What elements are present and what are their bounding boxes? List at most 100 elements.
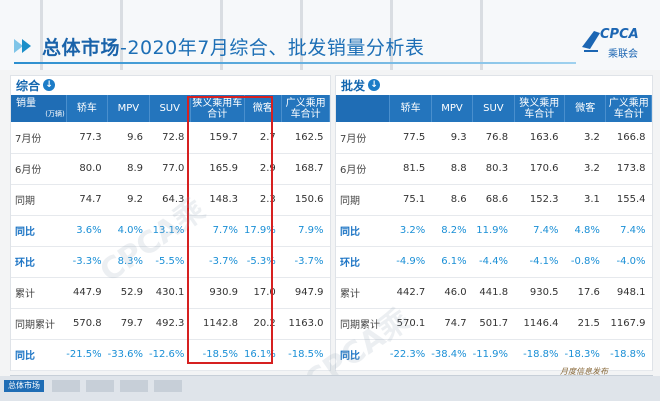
table-cell: 170.6 xyxy=(514,153,565,185)
header-stripe xyxy=(220,0,223,70)
table-cell: 1163.0 xyxy=(281,308,330,340)
section-label: 批发 xyxy=(341,78,366,93)
down-arrow-icon[interactable]: ↓ xyxy=(43,79,56,91)
table-cell: 80.3 xyxy=(472,153,515,185)
table-cell: 7.4% xyxy=(514,215,565,247)
logo-subtext: 乘联会 xyxy=(608,49,638,60)
table-cell: 8.3% xyxy=(107,246,150,278)
table-cell: -4.1% xyxy=(514,246,565,278)
table-row: 6月份 80.0 8.9 77.0 165.9 2.9 168.7 xyxy=(11,153,330,185)
table-row: 6月份 81.5 8.8 80.3 170.6 3.2 173.8 xyxy=(336,153,652,185)
row-label: 同比 xyxy=(336,339,390,371)
table-cell: -21.5% xyxy=(66,339,108,371)
table-cell: 159.7 xyxy=(190,122,244,154)
table-cell: 16.1% xyxy=(244,339,282,371)
table-header-row: 轿车 MPV SUV 狭义乘用车合计 微客 广义乘用车合计 xyxy=(336,95,652,122)
tab[interactable] xyxy=(120,380,148,392)
column-header: 狭义乘用车合计 xyxy=(514,95,566,122)
table-cell: 80.0 xyxy=(66,153,108,185)
column-header: SUV xyxy=(472,95,515,122)
header-stripe xyxy=(480,0,483,70)
table-cell: 20.2 xyxy=(244,308,282,340)
table-row: 同比 -21.5% -33.6% -12.6% -18.5% 16.1% -18.5% xyxy=(11,339,330,371)
header-cell-metric xyxy=(336,95,391,122)
table-cell: 162.5 xyxy=(281,122,330,154)
table-cell: 2.9 xyxy=(244,153,282,185)
table-cell: 75.1 xyxy=(389,184,432,216)
table-cell: 948.1 xyxy=(605,277,652,309)
table-cell: 3.2% xyxy=(389,215,432,247)
table-cell: 447.9 xyxy=(66,277,108,309)
table-cell: 442.7 xyxy=(389,277,432,309)
table-cell: -18.3% xyxy=(564,339,606,371)
table-cell: 81.5 xyxy=(389,153,432,185)
header-cell-metric: 销量 (万辆) xyxy=(11,95,67,122)
table-row: 同期 75.1 8.6 68.6 152.3 3.1 155.4 xyxy=(336,184,652,216)
footer-note: 月度信息发布 xyxy=(560,367,608,376)
table-cell: 8.2% xyxy=(431,215,473,247)
header-stripe xyxy=(300,0,303,70)
summary-panel: 综合 ↓ 销量 (万辆) 轿车 MPV SUV 狭义乘用车合计 微客 广义乘用车合计 7月份 7… xyxy=(10,75,331,371)
double-arrow-icon xyxy=(14,37,36,55)
table-cell: 3.6% xyxy=(66,215,108,247)
table-row: 同比 3.6% 4.0% 13.1% 7.7% 17.9% 7.9% xyxy=(11,215,330,247)
table-cell: 947.9 xyxy=(281,277,330,309)
column-header: 微客 xyxy=(564,95,607,122)
logo-text: CPCA xyxy=(600,27,639,42)
table-cell: 155.4 xyxy=(605,184,652,216)
down-arrow-icon[interactable]: ↓ xyxy=(368,79,381,91)
row-label: 同期累计 xyxy=(11,308,67,340)
table-cell: -3.7% xyxy=(190,246,244,278)
row-label: 7月份 xyxy=(11,122,67,154)
table-row: 环比 -3.3% 8.3% -5.5% -3.7% -5.3% -3.7% xyxy=(11,246,330,278)
table-row: 同比 -22.3% -38.4% -11.9% -18.8% -18.3% -18.8% xyxy=(336,339,652,371)
table-cell: 4.8% xyxy=(564,215,606,247)
table-cell: 68.6 xyxy=(472,184,515,216)
table-cell: 52.9 xyxy=(107,277,150,309)
column-header: 轿车 xyxy=(389,95,432,122)
car-wing-icon xyxy=(582,31,600,52)
table-cell: 7.9% xyxy=(281,215,330,247)
table-cell: 1142.8 xyxy=(190,308,244,340)
table-cell: 77.0 xyxy=(149,153,191,185)
table-cell: 165.9 xyxy=(190,153,244,185)
tab[interactable] xyxy=(52,380,80,392)
table-cell: -18.5% xyxy=(281,339,330,371)
summary-table: 销量 (万辆) 轿车 MPV SUV 狭义乘用车合计 微客 广义乘用车合计 7月份 77.3 9.… xyxy=(11,95,330,371)
column-header: MPV xyxy=(107,95,150,122)
section-header-summary: 综合 ↓ xyxy=(16,75,56,95)
wholesale-panel: 批发 ↓ 轿车 MPV SUV 狭义乘用车合计 微客 广义乘用车合计 7月份 77.5 9.3… xyxy=(299,75,653,399)
table-cell: 17.6 xyxy=(564,277,606,309)
table-row: 7月份 77.3 9.6 72.8 159.7 2.7 162.5 xyxy=(11,122,330,154)
row-label: 同比 xyxy=(11,215,67,247)
table-cell: 6.1% xyxy=(431,246,473,278)
table-cell: -4.9% xyxy=(389,246,432,278)
table-cell: 13.1% xyxy=(149,215,191,247)
column-header: 轿车 xyxy=(66,95,109,122)
tab-overall-market[interactable]: 总体市场 xyxy=(4,380,44,392)
table-row: 累计 447.9 52.9 430.1 930.9 17.0 947.9 xyxy=(11,277,330,309)
table-cell: 74.7 xyxy=(431,308,473,340)
section-header-wholesale: 批发 ↓ xyxy=(341,75,381,95)
table-cell: 7.7% xyxy=(190,215,244,247)
table-cell: -3.3% xyxy=(66,246,108,278)
tab[interactable] xyxy=(86,380,114,392)
row-label: 6月份 xyxy=(336,153,390,185)
table-cell: -33.6% xyxy=(107,339,150,371)
column-header: 微客 xyxy=(244,95,283,122)
table-cell: 4.0% xyxy=(107,215,150,247)
table-cell: 441.8 xyxy=(472,277,515,309)
table-cell: 2.3 xyxy=(244,184,282,216)
column-header: 广义乘用车合计 xyxy=(605,95,652,122)
table-cell: 76.8 xyxy=(472,122,515,154)
table-cell: 148.3 xyxy=(190,184,244,216)
table-row: 同期 74.7 9.2 64.3 148.3 2.3 150.6 xyxy=(11,184,330,216)
cpca-logo: CPCA 乘联会 xyxy=(578,25,650,65)
table-cell: 930.9 xyxy=(190,277,244,309)
table-cell: 930.5 xyxy=(514,277,565,309)
row-label: 累计 xyxy=(336,277,390,309)
table-cell: -22.3% xyxy=(389,339,432,371)
tab[interactable] xyxy=(154,380,182,392)
table-cell: -18.5% xyxy=(190,339,244,371)
table-row: 同期累计 570.8 79.7 492.3 1142.8 20.2 1163.0 xyxy=(11,308,330,340)
